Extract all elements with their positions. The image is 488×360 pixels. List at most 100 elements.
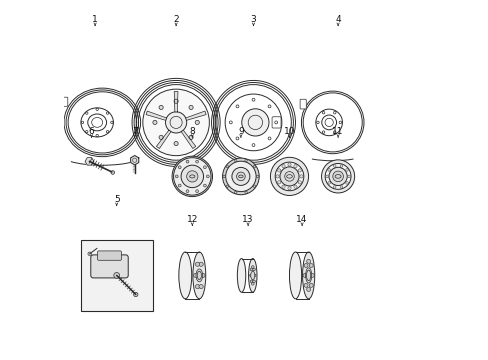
Circle shape [244,191,247,194]
Polygon shape [146,111,166,120]
Circle shape [308,283,313,287]
Circle shape [188,105,193,109]
Ellipse shape [179,252,191,299]
Circle shape [88,252,91,256]
Circle shape [175,175,178,178]
Text: 8: 8 [189,127,195,136]
Polygon shape [181,130,195,149]
Circle shape [308,264,313,267]
Circle shape [203,166,206,169]
Ellipse shape [196,269,202,282]
Circle shape [111,171,114,174]
Circle shape [206,175,209,178]
Polygon shape [156,130,171,149]
Circle shape [310,273,314,278]
Circle shape [253,274,255,277]
Circle shape [332,171,343,182]
Circle shape [199,284,203,289]
Text: 6: 6 [88,127,94,136]
FancyBboxPatch shape [61,97,68,106]
Circle shape [327,181,330,184]
Circle shape [345,168,347,171]
Ellipse shape [302,252,314,299]
Circle shape [222,158,259,195]
Circle shape [299,175,303,178]
FancyBboxPatch shape [300,99,305,109]
Circle shape [327,168,330,171]
Circle shape [275,175,279,178]
Circle shape [186,171,198,182]
Ellipse shape [237,258,245,292]
Circle shape [236,172,244,181]
Circle shape [193,273,198,278]
Circle shape [159,105,163,109]
Circle shape [249,274,252,277]
Text: 14: 14 [296,215,307,224]
Circle shape [282,165,285,168]
Circle shape [195,262,199,266]
Circle shape [159,135,163,139]
FancyBboxPatch shape [271,117,281,128]
Text: 12: 12 [186,215,198,224]
Circle shape [328,167,346,185]
Circle shape [225,165,228,168]
Circle shape [252,268,255,271]
Polygon shape [185,111,205,120]
Circle shape [250,268,252,271]
Circle shape [173,158,211,195]
Ellipse shape [248,258,257,292]
Circle shape [251,283,254,285]
Circle shape [306,259,310,264]
Circle shape [231,167,249,185]
Polygon shape [130,156,139,165]
Circle shape [178,184,181,187]
Circle shape [347,175,350,178]
Circle shape [325,175,328,178]
Ellipse shape [142,89,209,156]
Text: 13: 13 [242,215,253,224]
Circle shape [195,120,199,125]
Circle shape [165,112,186,133]
Circle shape [321,160,354,193]
Circle shape [333,185,335,188]
Circle shape [234,191,237,194]
Circle shape [277,181,280,184]
Circle shape [293,185,297,188]
Circle shape [223,175,225,177]
Text: 5: 5 [114,195,120,204]
Circle shape [225,185,228,188]
FancyBboxPatch shape [98,251,121,260]
Circle shape [275,162,303,191]
Circle shape [172,156,212,197]
Ellipse shape [241,109,268,136]
Circle shape [282,185,285,188]
Circle shape [153,120,157,125]
Circle shape [174,141,178,146]
Circle shape [280,167,299,186]
Text: 11: 11 [332,127,343,136]
Circle shape [253,185,255,188]
Text: 2: 2 [173,15,179,24]
Ellipse shape [305,268,311,283]
Circle shape [287,163,290,166]
Circle shape [293,165,297,168]
Circle shape [333,165,335,167]
Circle shape [188,135,193,139]
Ellipse shape [289,252,301,299]
Circle shape [304,264,307,267]
Ellipse shape [250,271,254,280]
Circle shape [270,157,308,195]
Circle shape [256,175,258,177]
Circle shape [345,181,347,184]
Circle shape [114,273,120,278]
Circle shape [251,266,254,268]
Text: 1: 1 [92,15,98,24]
Circle shape [340,185,342,188]
Text: 9: 9 [238,127,244,136]
Circle shape [304,283,307,287]
Polygon shape [85,158,94,165]
Circle shape [178,166,181,169]
Circle shape [203,184,206,187]
Circle shape [340,165,342,167]
Circle shape [133,292,138,297]
